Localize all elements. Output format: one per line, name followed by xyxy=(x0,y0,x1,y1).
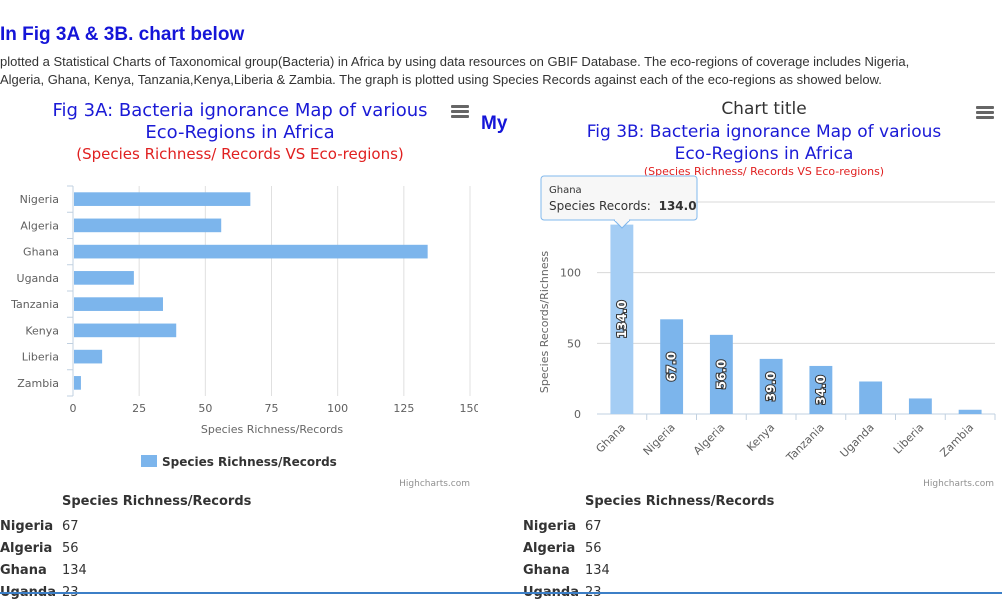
column[interactable] xyxy=(610,224,634,414)
column[interactable] xyxy=(958,409,982,414)
table-row: Algeria 56 xyxy=(0,540,79,556)
data-label: 39.0 xyxy=(764,372,778,402)
data-table-3a: Species Richness/Records Nigeria 67 Alger… xyxy=(0,493,251,603)
column[interactable] xyxy=(908,398,932,414)
x-tick-label: 25 xyxy=(132,402,146,415)
tooltip-value: 134.0 xyxy=(659,199,697,213)
category-label: Kenya xyxy=(25,324,59,337)
category-label: Tanzania xyxy=(10,298,59,311)
table-row: Nigeria 67 xyxy=(523,518,602,534)
table-header: Species Richness/Records xyxy=(62,493,252,509)
bar[interactable] xyxy=(74,271,134,285)
category-label: Ghana xyxy=(23,246,59,259)
x-tick-label: 100 xyxy=(327,402,348,415)
category-label: Algeria xyxy=(691,421,728,458)
table-row: Ghana 134 xyxy=(0,562,87,578)
intro-paragraph: plotted a Statistical Charts of Taxonomi… xyxy=(0,53,1002,89)
my-label: My xyxy=(481,113,508,134)
category-label: Zambia xyxy=(17,377,59,390)
category-label: Liberia xyxy=(891,421,927,457)
bar[interactable] xyxy=(74,323,177,338)
chart-3b: Chart title Fig 3B: Bacteria ignorance M… xyxy=(538,99,996,489)
intro-line: Algeria, Ghana, Kenya, Tanzania,Kenya,Li… xyxy=(0,72,882,87)
bar[interactable] xyxy=(74,349,103,364)
category-label: Liberia xyxy=(22,351,59,364)
chart-3a-title-line-2: Eco-Regions in Africa xyxy=(145,122,334,143)
chart-3b-y-axis-title: Species Records/Richness xyxy=(538,251,551,393)
chart-3a: Fig 3A: Bacteria ignorance Map of variou… xyxy=(10,100,479,489)
column[interactable] xyxy=(859,381,883,414)
intro-line: plotted a Statistical Charts of Taxonomi… xyxy=(0,54,910,69)
bar[interactable] xyxy=(74,218,222,233)
chart-3a-title-line-1: Fig 3A: Bacteria ignorance Map of variou… xyxy=(52,100,427,121)
chart-3a-menu-icon[interactable] xyxy=(451,105,469,119)
column[interactable] xyxy=(709,334,733,414)
y-tick-label: 0 xyxy=(574,408,581,421)
bottom-rule xyxy=(0,592,1002,594)
table-header: Species Richness/Records xyxy=(585,493,775,509)
column[interactable] xyxy=(759,358,783,414)
svg-text:Species Records: 134.0: Species Records: 134.0 xyxy=(549,199,697,213)
category-label: Ghana xyxy=(593,421,628,456)
y-tick-label: 50 xyxy=(567,337,581,350)
page-heading: In Fig 3A & 3B. chart below xyxy=(0,24,245,45)
tooltip: Ghana Species Records: 134.0 xyxy=(540,175,698,229)
bar[interactable] xyxy=(74,297,163,311)
category-label: Zambia xyxy=(938,421,977,460)
data-label: 67.0 xyxy=(665,352,679,382)
category-label: Nigeria xyxy=(20,193,59,206)
x-tick-label: 125 xyxy=(393,402,414,415)
chart-3b-top-title: Chart title xyxy=(721,99,806,119)
table-row: Algeria 56 xyxy=(523,540,602,556)
chart-3b-subtitle: (Species Richness/ Records VS Eco-region… xyxy=(644,165,884,178)
category-label: Kenya xyxy=(744,421,777,454)
tooltip-label: Species Records: xyxy=(549,199,651,213)
column[interactable] xyxy=(660,319,684,414)
category-label: Tanzania xyxy=(783,421,827,465)
legend-label[interactable]: Species Richness/Records xyxy=(162,455,337,469)
table-row: Nigeria 67 xyxy=(0,518,79,534)
chart-3b-menu-icon[interactable] xyxy=(976,106,994,120)
bar[interactable] xyxy=(74,244,428,259)
chart-3a-subtitle: (Species Richness/ Records VS Eco-region… xyxy=(76,145,404,163)
chart-3a-credits[interactable]: Highcharts.com xyxy=(399,479,470,489)
table-row: Ghana 134 xyxy=(523,562,610,578)
chart-3a-x-axis-title: Species Richness/Records xyxy=(201,423,343,436)
category-label: Nigeria xyxy=(641,421,678,458)
column[interactable] xyxy=(809,365,833,414)
x-tick-label: 75 xyxy=(265,402,279,415)
x-tick-label: 0 xyxy=(70,402,77,415)
chart-3b-credits[interactable]: Highcharts.com xyxy=(923,479,994,489)
data-table-3b: Species Richness/Records Nigeria 67 Alger… xyxy=(523,493,774,603)
category-label: Uganda xyxy=(17,272,59,285)
chart-3b-title-line-2: Eco-Regions in Africa xyxy=(675,144,854,164)
chart-3b-title-line-1: Fig 3B: Bacteria ignorance Map of variou… xyxy=(587,122,942,142)
bar[interactable] xyxy=(74,376,81,390)
bar[interactable] xyxy=(74,192,251,206)
y-tick-label: 100 xyxy=(560,267,581,280)
category-label: Algeria xyxy=(20,219,59,232)
data-label: 134.0 xyxy=(615,300,629,338)
x-tick-label: 150 xyxy=(460,402,479,415)
tooltip-category: Ghana xyxy=(549,185,582,196)
data-label: 34.0 xyxy=(814,375,828,405)
x-tick-label: 50 xyxy=(198,402,212,415)
legend-swatch[interactable] xyxy=(141,455,157,467)
category-label: Uganda xyxy=(838,421,877,460)
data-label: 56.0 xyxy=(714,360,728,390)
